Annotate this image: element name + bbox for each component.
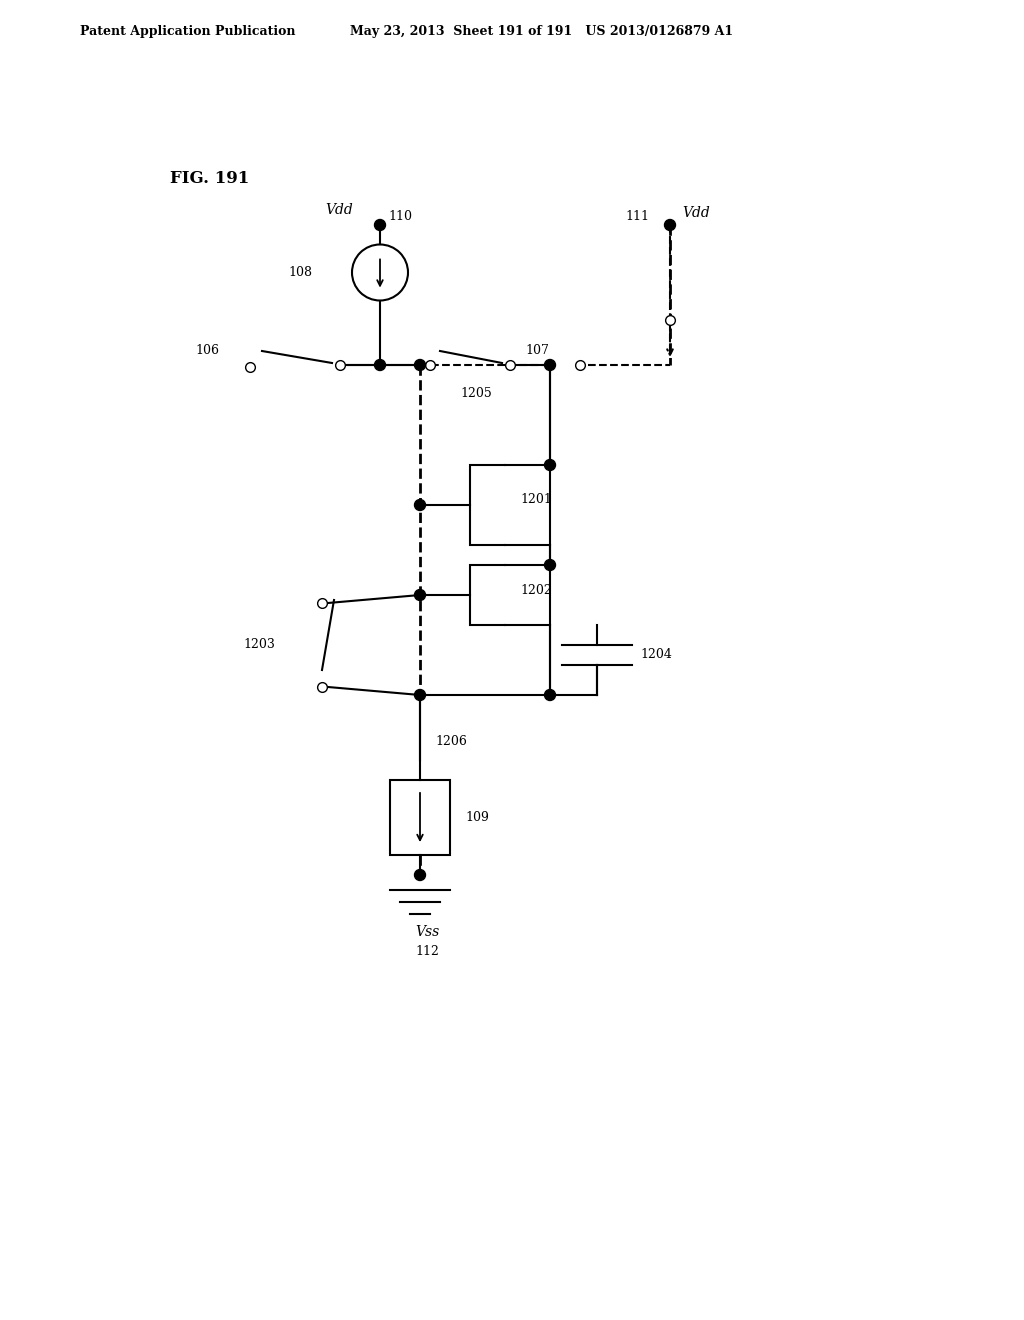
Text: Vss: Vss [415,925,439,939]
Bar [390,780,450,855]
Text: Vdd: Vdd [325,203,352,216]
Circle shape [375,359,385,371]
Circle shape [375,219,385,231]
Text: 1203: 1203 [243,639,275,652]
Text: 1202: 1202 [520,583,552,597]
Text: 1201: 1201 [520,494,552,507]
Circle shape [415,870,426,880]
Circle shape [415,499,426,511]
Circle shape [415,590,426,601]
Text: 109: 109 [465,810,488,824]
Circle shape [415,689,426,701]
Circle shape [545,560,555,570]
Text: 108: 108 [288,267,312,279]
Text: 107: 107 [525,345,549,356]
Circle shape [415,359,426,371]
Text: 106: 106 [195,345,219,356]
Text: 1204: 1204 [640,648,672,661]
Text: 1205: 1205 [460,387,492,400]
Text: 1206: 1206 [435,735,467,748]
Text: Patent Application Publication: Patent Application Publication [80,25,296,38]
Text: Vdd: Vdd [682,206,710,220]
Circle shape [545,359,555,371]
Circle shape [545,459,555,470]
Text: 110: 110 [388,210,412,223]
Text: May 23, 2013  Sheet 191 of 191   US 2013/0126879 A1: May 23, 2013 Sheet 191 of 191 US 2013/01… [350,25,733,38]
Text: FIG. 191: FIG. 191 [170,170,249,187]
Circle shape [665,219,676,231]
Text: 111: 111 [625,210,649,223]
Text: 112: 112 [415,945,439,958]
Circle shape [545,689,555,701]
